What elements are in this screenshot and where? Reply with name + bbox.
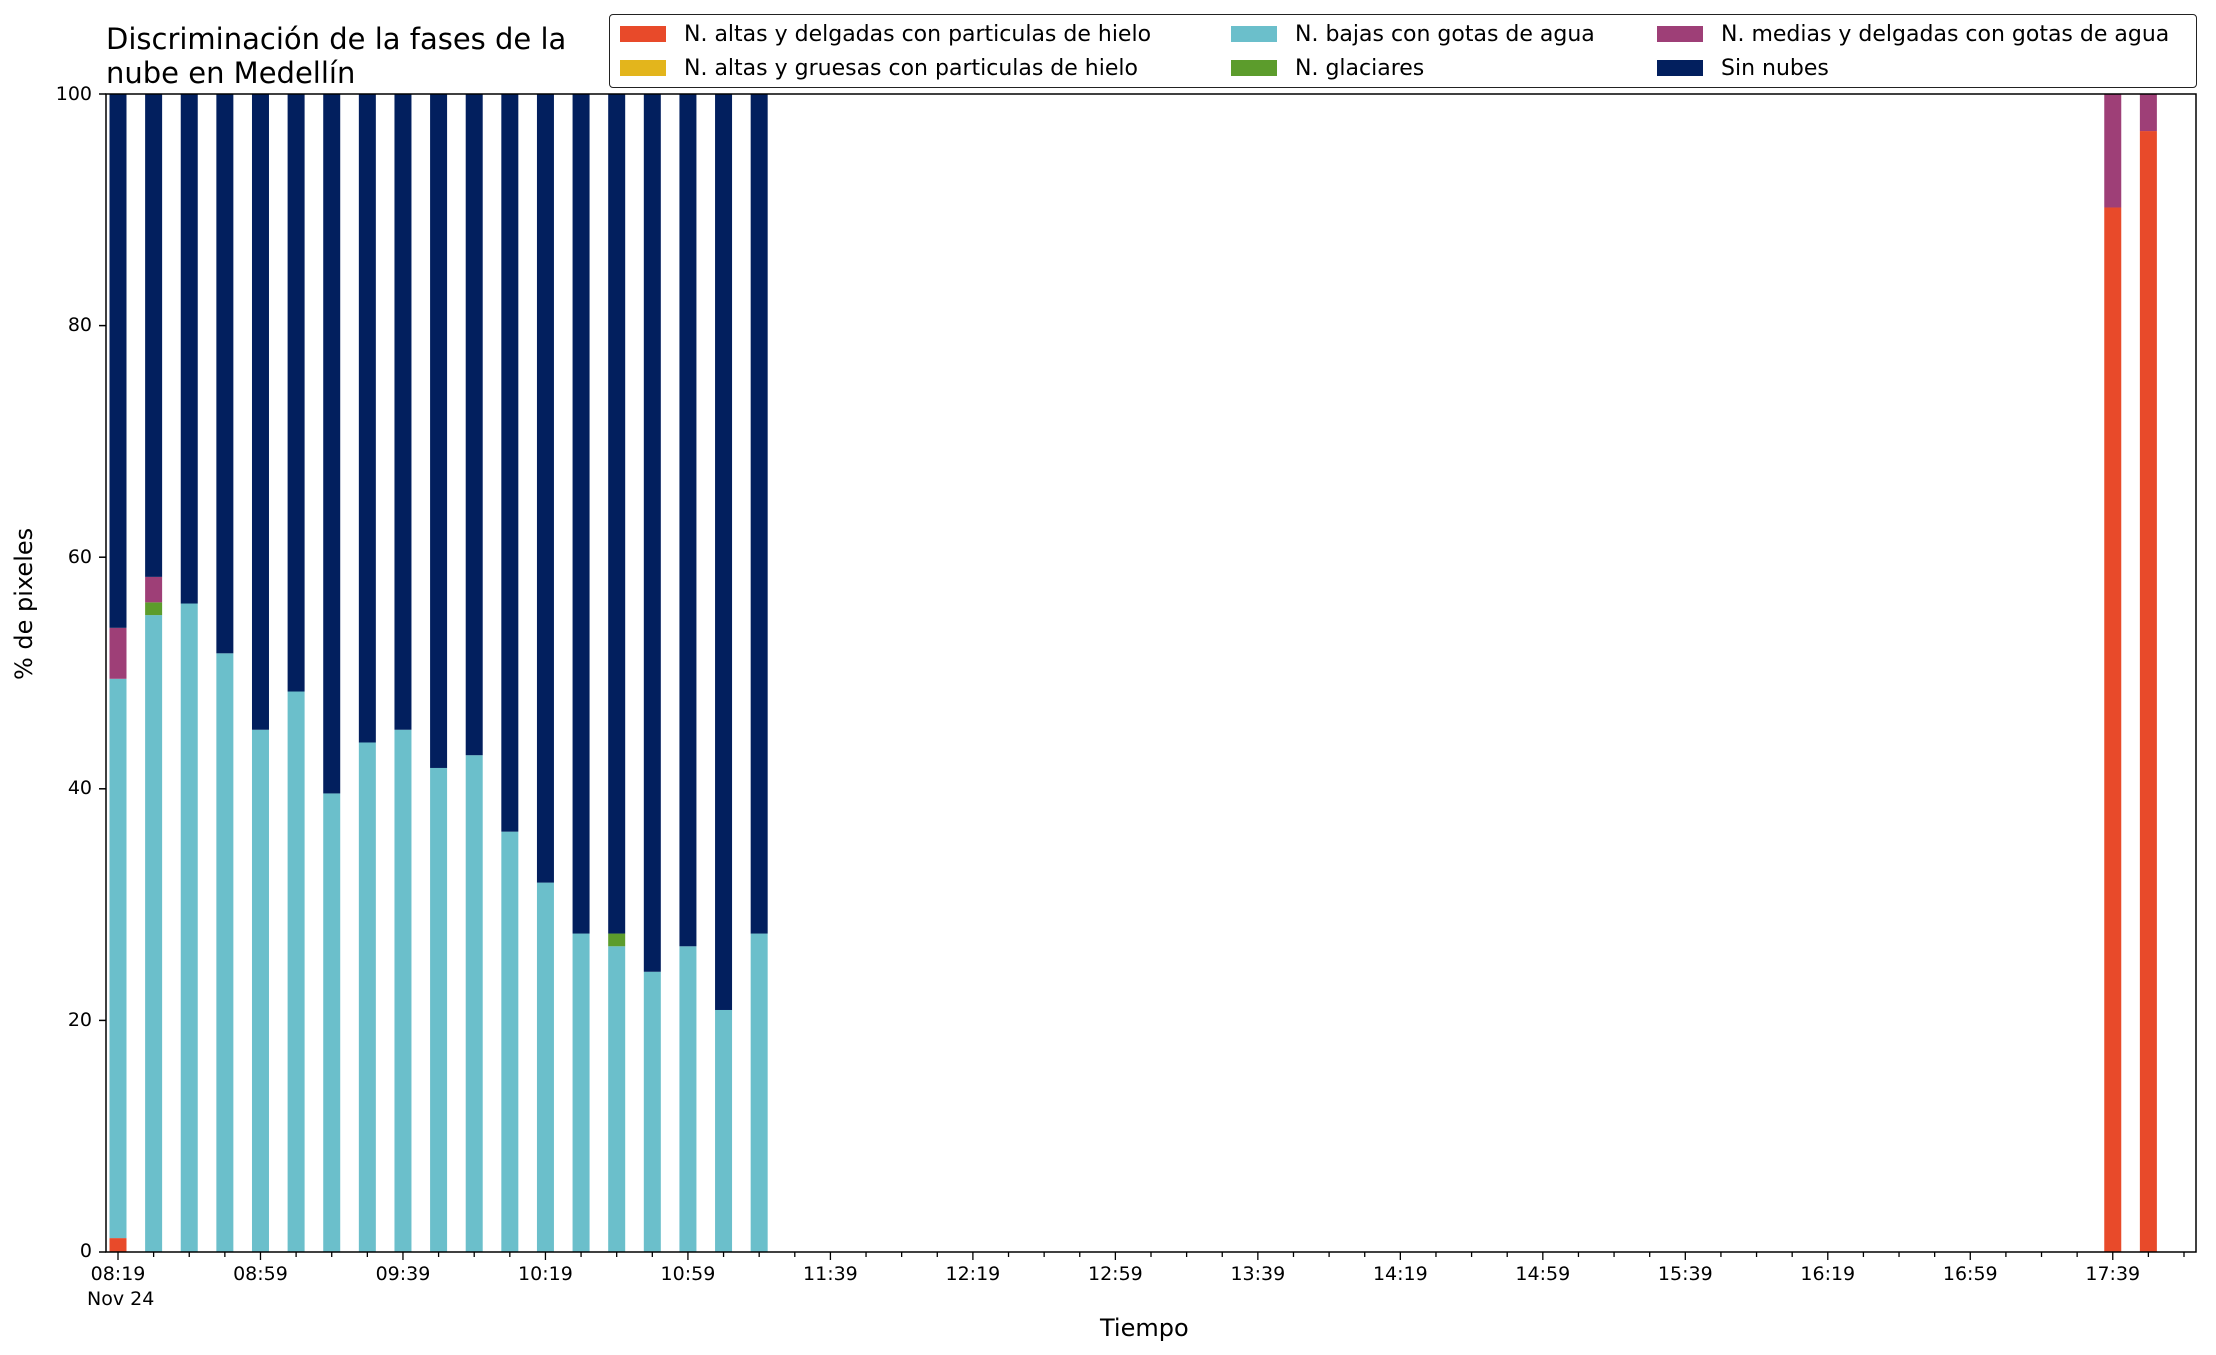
chart-title: Discriminación de la fases de la nube en… (106, 22, 566, 90)
bar-segment-2 (536, 882, 554, 1252)
bar-segment-2 (180, 603, 198, 1252)
bar-segment-3 (145, 602, 163, 616)
chart-legend: N. altas y delgadas con particulas de hi… (609, 14, 2197, 88)
bar-segment-2 (501, 831, 519, 1252)
x-tick-label: 14:59 (1515, 1263, 1571, 1285)
legend-item-glaciares: N. glaciares (1231, 53, 1424, 83)
bar-segment-0 (2139, 131, 2157, 1252)
bar-segment-5 (750, 94, 768, 934)
bar-segment-5 (251, 94, 269, 730)
bar-segment-5 (536, 94, 554, 883)
x-tick-label: 16:59 (1942, 1263, 1998, 1285)
legend-item-altas-gruesas: N. altas y gruesas con particulas de hie… (620, 53, 1138, 83)
legend-swatch (1231, 26, 1277, 42)
bar-segment-2 (287, 691, 305, 1252)
bar-segment-5 (430, 94, 448, 768)
legend-swatch (620, 26, 666, 42)
bar-segment-5 (180, 94, 198, 604)
bar-segment-2 (216, 653, 234, 1252)
bar-segment-0 (109, 1238, 127, 1252)
bar-segment-4 (2139, 94, 2157, 132)
x-tick-label: 08:59 (233, 1263, 288, 1285)
x-tick-label: 10:59 (660, 1263, 716, 1285)
x-tick-label: 15:39 (1657, 1263, 1713, 1285)
bar-segment-2 (750, 933, 768, 1252)
bar-segment-2 (465, 755, 483, 1252)
y-tick-label: 40 (67, 777, 92, 799)
bar-segment-5 (216, 94, 234, 654)
x-tick-label: 16:19 (1800, 1263, 1856, 1285)
y-tick-label: 0 (79, 1240, 92, 1262)
bar-segment-5 (679, 94, 697, 947)
y-tick-label: 20 (67, 1009, 92, 1031)
bar-segment-5 (145, 94, 163, 577)
x-tick-sublabel: Nov 24 (87, 1288, 155, 1310)
legend-label: N. medias y delgadas con gotas de agua (1721, 21, 2170, 47)
bar-segment-2 (145, 615, 163, 1252)
legend-item-medias: N. medias y delgadas con gotas de agua (1657, 19, 2169, 49)
x-tick-label: 11:39 (803, 1263, 858, 1285)
bar-segment-5 (358, 94, 376, 743)
legend-item-altas-delgadas: N. altas y delgadas con particulas de hi… (620, 19, 1151, 49)
x-tick-label: 17:39 (2085, 1263, 2141, 1285)
bar-segment-5 (608, 94, 626, 934)
legend-label: Sin nubes (1721, 55, 1829, 81)
bar-segment-2 (394, 729, 412, 1252)
bar-segment-5 (643, 94, 661, 972)
bar-segment-0 (2104, 207, 2122, 1252)
x-tick-label: 14:19 (1372, 1263, 1428, 1285)
bar-segment-5 (109, 94, 127, 628)
legend-label: N. altas y delgadas con particulas de hi… (684, 21, 1152, 47)
legend-swatch (1657, 60, 1703, 76)
x-tick-label: 08:19 (90, 1263, 146, 1285)
x-tick-label: 13:39 (1230, 1263, 1286, 1285)
bar-segment-4 (2104, 94, 2122, 208)
bar-segment-2 (679, 946, 697, 1252)
bar-segment-2 (430, 767, 448, 1252)
legend-label: N. altas y gruesas con particulas de hie… (684, 55, 1138, 81)
bar-segment-4 (109, 627, 127, 679)
x-tick-label: 10:19 (518, 1263, 573, 1285)
bar-segment-3 (608, 933, 626, 947)
chart-title-line-2: nube en Medellín (106, 56, 356, 90)
bar-segment-2 (715, 1009, 733, 1252)
chart-title-line-1: Discriminación de la fases de la (106, 22, 567, 56)
bar-segment-5 (287, 94, 305, 692)
legend-item-sin-nubes: Sin nubes (1657, 53, 1829, 83)
bar-segment-2 (251, 729, 269, 1252)
x-tick-label: 09:39 (375, 1263, 431, 1285)
bar-segment-2 (572, 933, 590, 1252)
bar-segment-5 (501, 94, 519, 832)
bar-segment-5 (715, 94, 733, 1010)
y-tick-label: 100 (55, 83, 92, 105)
x-tick-label: 12:59 (1087, 1263, 1143, 1285)
bar-segment-2 (109, 678, 127, 1239)
plot-frame (105, 93, 2197, 1253)
bar-segment-2 (608, 946, 626, 1252)
y-tick-label: 80 (67, 314, 92, 336)
bar-segment-2 (643, 971, 661, 1252)
bar-segment-4 (145, 576, 163, 603)
bar-segment-5 (323, 94, 341, 794)
legend-label: N. bajas con gotas de agua (1295, 21, 1595, 47)
legend-swatch (1657, 26, 1703, 42)
bar-segment-5 (465, 94, 483, 756)
x-axis-label: Tiempo (1100, 1314, 1189, 1342)
y-tick-label: 60 (67, 546, 92, 568)
bar-segment-2 (358, 742, 376, 1252)
bar-segment-5 (394, 94, 412, 730)
bar-segment-2 (323, 793, 341, 1252)
legend-label: N. glaciares (1295, 55, 1425, 81)
legend-swatch (620, 60, 666, 76)
legend-swatch (1231, 60, 1277, 76)
bar-segment-5 (572, 94, 590, 934)
legend-item-bajas: N. bajas con gotas de agua (1231, 19, 1595, 49)
x-tick-label: 12:19 (945, 1263, 1001, 1285)
